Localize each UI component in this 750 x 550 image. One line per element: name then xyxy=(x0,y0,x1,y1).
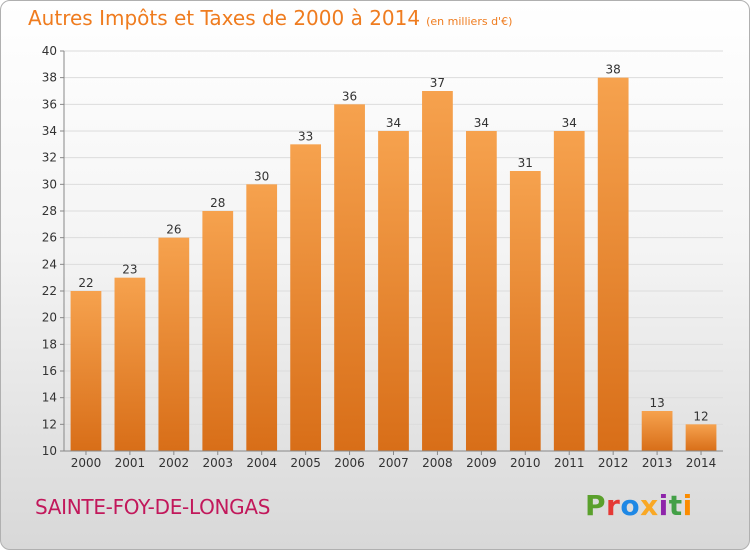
bar xyxy=(378,131,409,451)
bar xyxy=(685,424,717,451)
bar xyxy=(422,91,453,451)
data-label: 12 xyxy=(693,409,708,423)
labels: 22 2000 23 2001 26 2002 28 2003 30 2004 33 2005 36 20… xyxy=(71,63,717,470)
x-tick-label: 2012 xyxy=(598,456,629,470)
data-label: 26 xyxy=(166,223,181,237)
y-tick-label: 30 xyxy=(42,177,57,191)
y-tick-label: 20 xyxy=(42,311,57,325)
bar xyxy=(114,277,146,451)
data-label: 38 xyxy=(606,63,621,77)
y-tick-label: 22 xyxy=(42,284,57,298)
bar xyxy=(465,131,497,451)
bar xyxy=(553,131,585,451)
x-tick-label: 2009 xyxy=(466,456,497,470)
y-tick-label: 28 xyxy=(42,204,57,218)
x-tick-label: 2000 xyxy=(71,456,102,470)
y-tick-label: 36 xyxy=(42,97,57,111)
y-tick-label: 34 xyxy=(42,124,57,138)
data-label: 31 xyxy=(518,156,533,170)
logo-letter: i xyxy=(658,489,669,522)
data-label: 34 xyxy=(386,116,401,130)
commune-name: SAINTE-FOY-DE-LONGAS xyxy=(35,495,271,519)
x-tick-label: 2013 xyxy=(642,456,673,470)
y-tick-label: 14 xyxy=(42,391,57,405)
y-tick-label: 38 xyxy=(42,71,57,85)
y-tick-label: 16 xyxy=(42,364,57,378)
y-tick-label: 18 xyxy=(42,337,57,351)
bar xyxy=(70,291,102,451)
y-tick-label: 10 xyxy=(42,444,57,458)
y-tick-label: 40 xyxy=(42,44,57,58)
data-label: 30 xyxy=(254,169,269,183)
bar xyxy=(597,77,629,452)
data-label: 13 xyxy=(649,396,664,410)
chart-title-text: Autres Impôts et Taxes de 2000 à 2014 xyxy=(28,6,421,30)
x-tick-label: 2004 xyxy=(246,456,277,470)
data-label: 28 xyxy=(210,196,225,210)
logo-letter: P xyxy=(585,489,607,522)
bar xyxy=(290,144,322,452)
logo-letter: o xyxy=(620,489,641,522)
x-tick-label: 2011 xyxy=(554,456,585,470)
x-tick-label: 2014 xyxy=(686,456,717,470)
data-label: 34 xyxy=(474,116,489,130)
bars xyxy=(70,77,717,452)
logo-letter: x xyxy=(640,489,659,522)
x-tick-label: 2010 xyxy=(510,456,541,470)
data-label: 34 xyxy=(562,116,577,130)
data-label: 23 xyxy=(122,263,137,277)
data-label: 36 xyxy=(342,89,357,103)
bar xyxy=(509,171,541,451)
logo-letter: r xyxy=(606,489,621,522)
axes: 10 12 14 16 18 20 22 24 26 28 30 32 34 36 38 40 xyxy=(42,44,723,458)
bar xyxy=(246,184,278,452)
y-tick-label: 32 xyxy=(42,151,57,165)
bar xyxy=(334,104,365,451)
bar xyxy=(158,237,190,451)
bar xyxy=(202,211,234,451)
logo-letter: t xyxy=(668,489,683,522)
bar xyxy=(641,411,673,451)
x-tick-label: 2003 xyxy=(202,456,233,470)
x-tick-label: 2006 xyxy=(334,456,365,470)
x-tick-label: 2008 xyxy=(422,456,453,470)
y-tick-label: 24 xyxy=(42,257,57,271)
data-label: 22 xyxy=(78,276,93,290)
data-label: 37 xyxy=(430,76,445,90)
logo-letter: i xyxy=(682,489,693,522)
x-tick-label: 2007 xyxy=(378,456,409,470)
y-tick-label: 26 xyxy=(42,231,57,245)
x-tick-label: 2005 xyxy=(290,456,321,470)
data-label: 33 xyxy=(298,129,313,143)
chart-unit: (en milliers d'€) xyxy=(426,15,513,28)
y-tick-label: 12 xyxy=(42,417,57,431)
x-tick-label: 2002 xyxy=(159,456,190,470)
x-tick-label: 2001 xyxy=(115,456,146,470)
proxiti-logo: Proxiti xyxy=(585,489,693,522)
chart-title: Autres Impôts et Taxes de 2000 à 2014 (en… xyxy=(28,6,512,30)
